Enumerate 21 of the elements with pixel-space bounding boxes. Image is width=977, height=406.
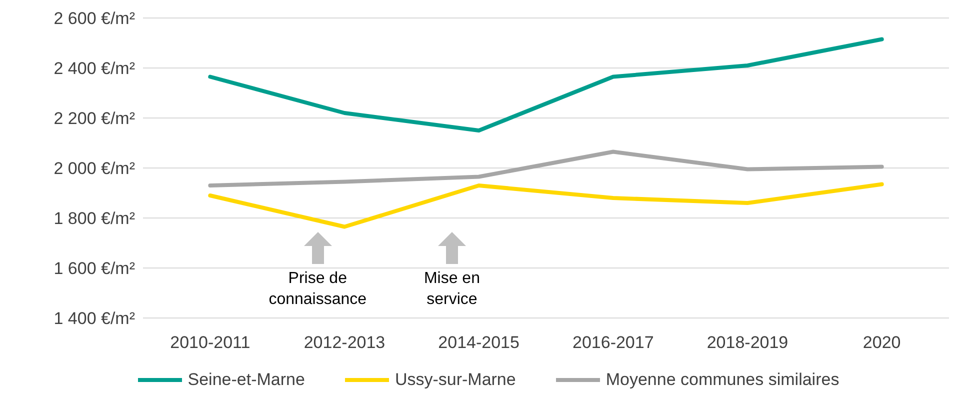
y-tick-label: 2 000 €/m² [54,159,136,178]
line-series [208,182,884,229]
legend-label: Ussy-sur-Marne [394,370,516,390]
legend-label: Moyenne communes similaires [606,370,840,390]
y-tick-label: 1 400 €/m² [54,309,136,328]
y-tick-label: 2 400 €/m² [54,59,136,78]
x-tick-label: 2020 [862,333,901,352]
legend-label: Seine-et-Marne [188,370,305,390]
y-tick-label: 1 600 €/m² [54,259,136,278]
line-series [208,150,884,188]
x-tick-label: 2010-2011 [170,333,250,352]
x-tick-label: 2018-2019 [706,333,788,352]
x-tick-label: 2014-2015 [438,333,520,352]
x-tick-label: 2012-2013 [304,333,386,352]
line-series [208,37,884,132]
y-tick-label: 1 800 €/m² [54,209,136,228]
x-tick-label: 2016-2017 [572,333,654,352]
y-tick-label: 2 600 €/m² [54,9,136,28]
annotation: Prise de connaissance [268,269,368,310]
annotation: Mise en service [422,269,481,310]
y-tick-label: 2 200 €/m² [54,109,136,128]
